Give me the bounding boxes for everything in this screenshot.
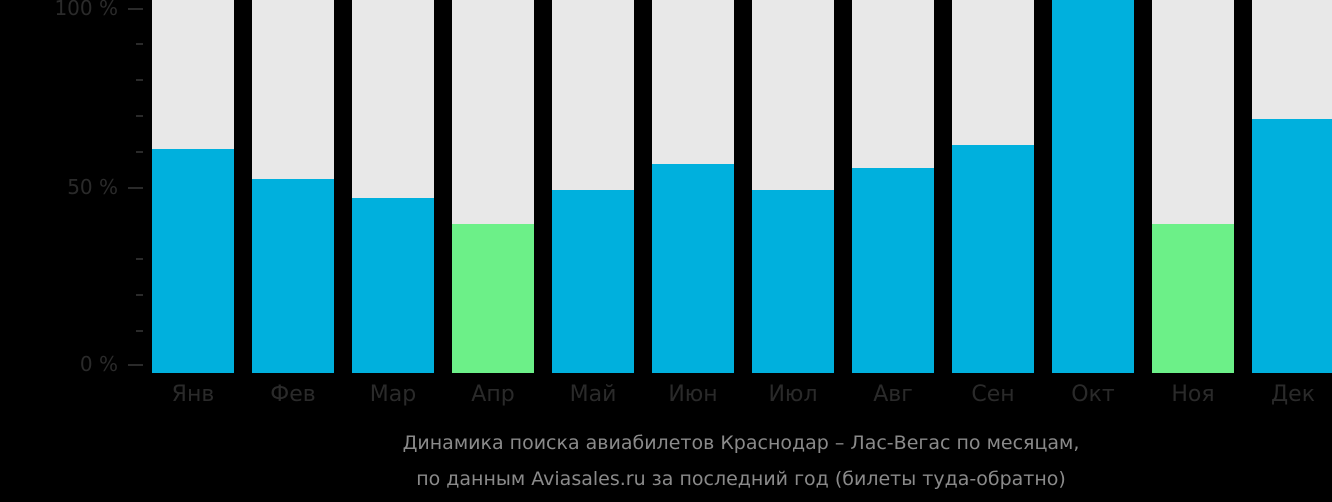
x-tick-label: Мар	[369, 382, 417, 407]
chart-title: Динамика поиска авиабилетов Краснодар – …	[402, 432, 1080, 454]
y-minor-tick	[136, 294, 143, 296]
bar-3[interactable]	[452, 0, 534, 373]
y-major-tick	[128, 187, 143, 189]
bar-1[interactable]	[252, 0, 334, 373]
bar-fill	[652, 164, 734, 373]
x-tick-label: Июн	[668, 382, 718, 407]
x-tick-label: Май	[569, 382, 617, 407]
x-tick-label: Ноя	[1171, 382, 1215, 407]
chart-subtitle: по данным Aviasales.ru за последний год …	[416, 468, 1066, 490]
bar-fill	[152, 149, 234, 373]
bar-fill	[1152, 223, 1234, 373]
y-tick-label: 0 %	[79, 352, 118, 376]
bar-7[interactable]	[852, 0, 934, 373]
bar-fill	[1052, 0, 1134, 373]
bar-fill	[752, 190, 834, 373]
bar-fill	[1252, 119, 1332, 373]
x-tick-label: Янв	[171, 382, 215, 407]
y-minor-tick	[136, 43, 143, 45]
x-tick-label: Фев	[270, 382, 316, 407]
bar-fill	[952, 145, 1034, 373]
bar-6[interactable]	[752, 0, 834, 373]
x-tick-label: Сен	[971, 382, 1015, 407]
bar-fill	[452, 223, 534, 373]
y-tick-label: 100 %	[54, 0, 118, 20]
y-minor-tick	[136, 79, 143, 81]
bar-0[interactable]	[152, 0, 234, 373]
bar-fill	[352, 197, 434, 373]
bar-11[interactable]	[1252, 0, 1332, 373]
bar-8[interactable]	[952, 0, 1034, 373]
bar-fill	[852, 167, 934, 373]
y-minor-tick	[136, 115, 143, 117]
bar-fill	[252, 179, 334, 373]
x-tick-label: Окт	[1071, 382, 1115, 407]
bar-4[interactable]	[552, 0, 634, 373]
y-minor-tick	[136, 258, 143, 260]
bar-2[interactable]	[352, 0, 434, 373]
bar-10[interactable]	[1152, 0, 1234, 373]
x-tick-label: Дек	[1270, 382, 1315, 407]
y-minor-tick	[136, 330, 143, 332]
y-minor-tick	[136, 151, 143, 153]
y-tick-label: 50 %	[67, 175, 118, 199]
bar-fill	[552, 190, 634, 373]
bar-9[interactable]	[1052, 0, 1134, 373]
x-tick-label: Июл	[768, 382, 818, 407]
y-major-tick	[128, 8, 143, 10]
x-tick-label: Авг	[873, 382, 913, 407]
x-tick-label: Апр	[471, 382, 515, 407]
y-major-tick	[128, 364, 143, 366]
bar-5[interactable]	[652, 0, 734, 373]
